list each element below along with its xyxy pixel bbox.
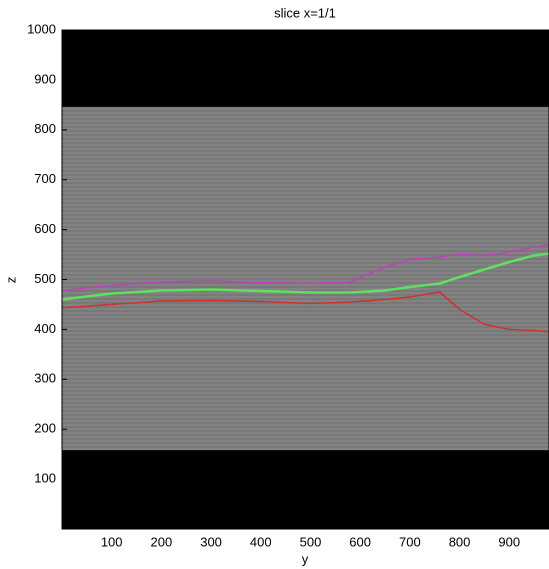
series-line: [61, 243, 549, 292]
x-tick-label: 500: [300, 534, 322, 549]
x-tick-label: 200: [151, 534, 173, 549]
x-tick-label: 900: [498, 534, 520, 549]
y-tick-label: 1000: [27, 21, 56, 36]
chart-title: slice x=1/1: [274, 5, 336, 20]
series-line: [61, 252, 549, 301]
series-line: [61, 291, 549, 333]
y-axis-label: z: [3, 277, 18, 284]
x-tick-label: 600: [349, 534, 371, 549]
x-tick-label: 400: [250, 534, 272, 549]
x-axis-label: y: [302, 551, 309, 566]
x-tick-label: 100: [101, 534, 123, 549]
image-band: [62, 106, 549, 451]
y-tick-label: 600: [34, 221, 56, 236]
y-tick-label: 900: [34, 71, 56, 86]
y-tick-label: 300: [34, 371, 56, 386]
y-tick-label: 100: [34, 471, 56, 486]
y-tick-label: 200: [34, 421, 56, 436]
x-tick-label: 800: [449, 534, 471, 549]
x-tick-label: 700: [399, 534, 421, 549]
y-tick-label: 400: [34, 321, 56, 336]
y-tick-label: 700: [34, 171, 56, 186]
y-tick-label: 800: [34, 121, 56, 136]
x-tick-label: 300: [200, 534, 222, 549]
y-tick-label: 500: [34, 271, 56, 286]
